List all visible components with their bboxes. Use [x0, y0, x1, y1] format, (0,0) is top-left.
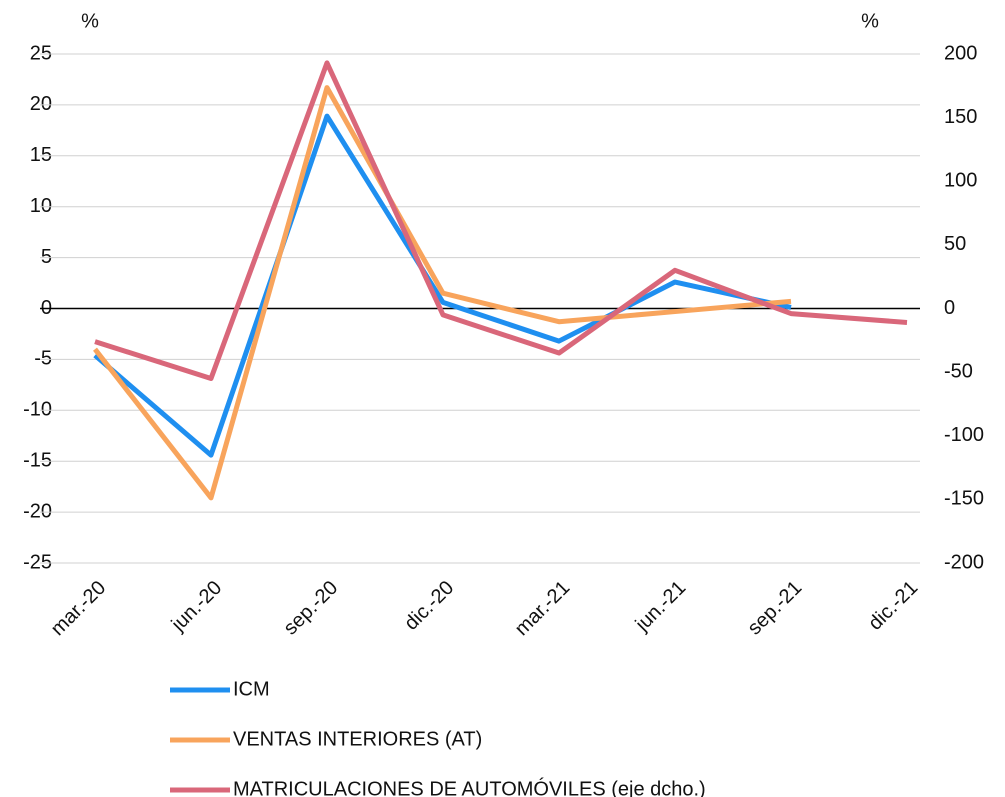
y-tick-label: -5 — [34, 348, 52, 370]
y2-tick-label: 0 — [944, 297, 955, 319]
y2-tick-label: 200 — [944, 42, 977, 64]
y2-tick-label: -200 — [944, 551, 984, 573]
y-tick-label: 5 — [41, 246, 52, 268]
x-tick-label: mar.-20 — [47, 577, 111, 641]
series-line — [94, 60, 908, 381]
x-tick-label: dic.-21 — [864, 577, 922, 635]
x-tick-label: jun.-20 — [167, 577, 227, 637]
x-tick-label: mar.-21 — [511, 577, 575, 641]
y-tick-label: -20 — [23, 500, 52, 522]
legend-label: VENTAS INTERIORES (AT) — [233, 728, 482, 750]
y2-tick-label: -150 — [944, 488, 984, 510]
series-line — [93, 113, 792, 458]
series-line — [93, 85, 792, 501]
y2-tick-label: -100 — [944, 424, 984, 446]
y2-tick-label: 100 — [944, 170, 977, 192]
y-tick-label: 10 — [30, 195, 52, 217]
y-tick-label: -25 — [23, 551, 52, 573]
x-tick-label: dic.-20 — [400, 577, 458, 635]
y2-tick-label: -50 — [944, 360, 973, 382]
y-tick-label: -10 — [23, 399, 52, 421]
legend-label: MATRICULACIONES DE AUTOMÓVILES (eje dcho… — [233, 777, 706, 797]
legend-label: ICM — [233, 678, 270, 700]
y-unit: % — [81, 10, 99, 32]
y-tick-label: -15 — [23, 449, 52, 471]
y-tick-label: 20 — [30, 93, 52, 115]
y2-tick-label: 50 — [944, 233, 966, 255]
x-tick-label: sep.-20 — [280, 577, 343, 640]
y-tick-label: 15 — [30, 144, 52, 166]
y-tick-label: 25 — [30, 42, 52, 64]
y2-unit: % — [861, 10, 879, 32]
y2-tick-label: 150 — [944, 106, 977, 128]
x-tick-label: jun.-21 — [631, 577, 691, 637]
x-tick-label: sep.-21 — [744, 577, 807, 640]
